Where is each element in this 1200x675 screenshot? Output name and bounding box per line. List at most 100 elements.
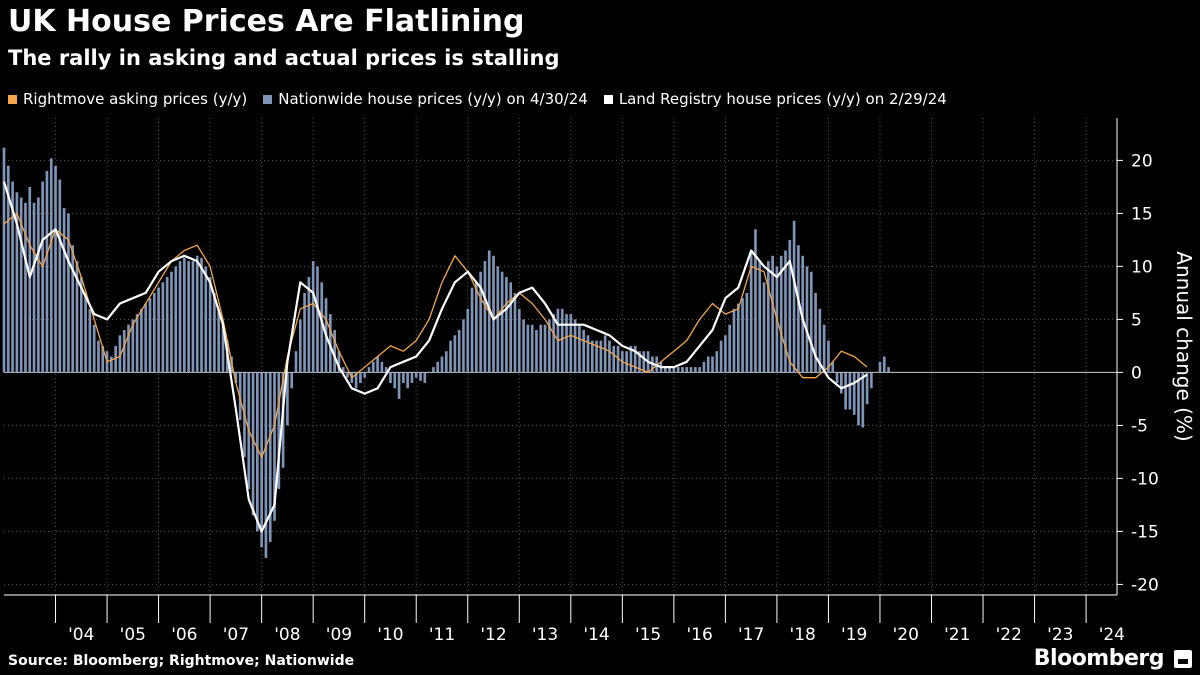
axes: 20 15 10 5 0 -5 -10 -15 -20 '04 '05 '06 '07 '08 '09 '10… [4, 118, 1196, 645]
x-tick-label: '07 [223, 625, 249, 645]
x-tick-label: '16 [686, 625, 712, 645]
nationwide-bar [140, 308, 143, 373]
nationwide-bar [28, 186, 32, 373]
x-tick-label: '18 [790, 625, 816, 645]
nationwide-bar [161, 282, 165, 373]
nationwide-bar [75, 261, 79, 373]
nationwide-bar [152, 292, 156, 373]
nationwide-bar [260, 372, 263, 548]
rightmove-line [3, 212, 868, 458]
nationwide-bar [11, 181, 14, 373]
nationwide-bar [406, 372, 409, 389]
nationwide-bar [715, 351, 719, 373]
nationwide-bar [470, 287, 474, 373]
nationwide-bar [208, 277, 212, 373]
nationwide-bar [238, 372, 242, 421]
nationwide-bar [393, 372, 397, 389]
chart-title: UK House Prices Are Flatlining [8, 4, 525, 39]
nationwide-bar [320, 282, 324, 373]
nationwide-bar [822, 324, 826, 373]
legend-swatch-rightmove [8, 94, 17, 104]
nationwide-bar [148, 298, 152, 373]
x-tick-label: '14 [583, 625, 609, 645]
legend-item-nationwide: Nationwide house prices (y/y) on 4/30/24 [263, 90, 588, 108]
nationwide-bar [509, 282, 513, 373]
x-tick-label: '12 [480, 625, 506, 645]
nationwide-bar [831, 361, 835, 373]
nationwide-bar [45, 171, 49, 373]
nationwide-bar [766, 261, 770, 373]
nationwide-bar [303, 292, 306, 373]
nationwide-bar [590, 340, 594, 373]
nationwide-bar [32, 202, 36, 373]
x-tick-label: '11 [429, 625, 455, 645]
nationwide-bar [67, 213, 70, 373]
nationwide-bar [170, 271, 173, 373]
nationwide-bar [827, 340, 830, 373]
nationwide-bar [440, 356, 444, 373]
x-tick-label: '09 [326, 625, 352, 645]
nationwide-bar [49, 158, 53, 373]
nationwide-bar [513, 292, 517, 373]
nationwide-bar [41, 181, 44, 373]
bloomberg-logo: Bloomberg [1033, 646, 1165, 671]
nationwide-bar [805, 266, 809, 373]
nationwide-bar [466, 308, 470, 373]
nationwide-bar [530, 324, 534, 373]
nationwide-bar [290, 372, 294, 389]
nationwide-bar [419, 372, 422, 381]
nationwide-bar [882, 356, 886, 373]
y-axis-label: Annual change (%) [1172, 251, 1196, 441]
nationwide-bar [517, 308, 521, 373]
nationwide-bar [337, 351, 341, 373]
x-tick-label: '20 [893, 625, 919, 645]
y-tick-label: -5 [1131, 416, 1148, 436]
nationwide-bar [221, 324, 225, 373]
nationwide-bar [758, 261, 762, 373]
nationwide-bar [410, 372, 414, 383]
nationwide-bar [127, 324, 130, 373]
nationwide-bar [195, 255, 199, 373]
nationwide-bar [522, 319, 525, 373]
nationwide-bar [857, 372, 860, 426]
nationwide-bar [135, 314, 139, 373]
nationwide-bar [286, 372, 289, 426]
nationwide-bar [535, 330, 538, 373]
nationwide-bar [97, 340, 100, 373]
x-tick-label: '23 [1047, 625, 1073, 645]
nationwide-bar [500, 271, 504, 373]
nationwide-bar [298, 319, 302, 373]
nationwide-bar [37, 197, 40, 373]
nationwide-bar [15, 192, 19, 373]
nationwide-bar [294, 351, 298, 373]
nationwide-bar [526, 324, 530, 373]
nationwide-bar [668, 367, 671, 373]
nationwide-bar [642, 351, 646, 373]
nationwide-bar [698, 367, 701, 373]
nationwide-bar [200, 257, 203, 373]
nationwide-bar [749, 250, 753, 373]
land-registry-line [2, 181, 868, 533]
nationwide-bar [663, 367, 667, 373]
nationwide-bar [58, 179, 62, 373]
nationwide-bar [101, 345, 105, 373]
nationwide-bar [380, 361, 384, 373]
nationwide-bar [801, 255, 805, 373]
legend-item-land-registry: Land Registry house prices (y/y) on 2/29… [603, 90, 947, 108]
nationwide-bar [865, 372, 869, 405]
x-tick-label: '13 [532, 625, 558, 645]
nationwide-bar [346, 372, 349, 378]
legend: Rightmove asking prices (y/y) Nationwide… [8, 90, 947, 108]
nationwide-bar [475, 282, 478, 373]
y-tick-label: 5 [1131, 310, 1142, 330]
x-tick-label: '06 [171, 625, 197, 645]
nationwide-bar [565, 314, 568, 373]
nationwide-bar [629, 345, 633, 373]
nationwide-bar [848, 372, 852, 410]
nationwide-bar [612, 345, 616, 373]
nationwide-bar [453, 335, 457, 373]
nationwide-bar [552, 314, 555, 373]
nationwide-bar [122, 330, 126, 373]
nationwide-bar [809, 271, 813, 373]
